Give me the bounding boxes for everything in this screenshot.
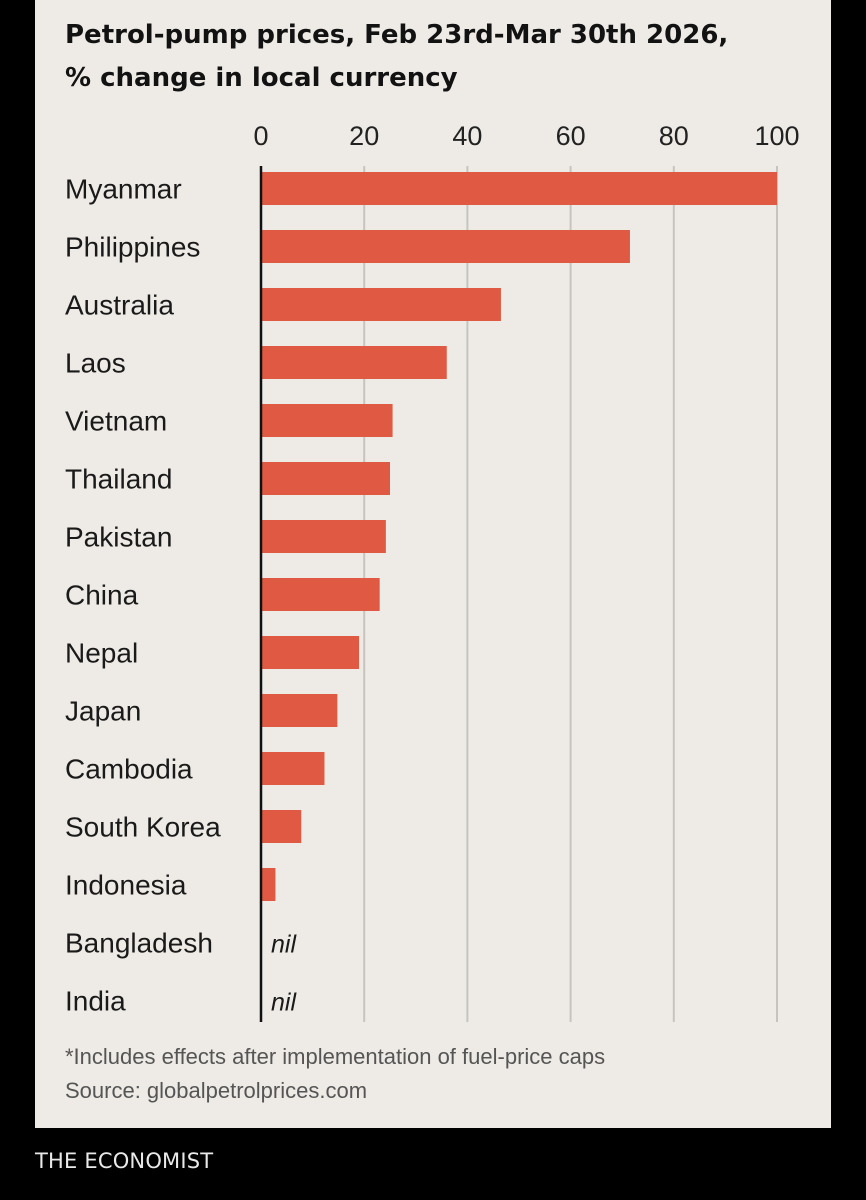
category-label-laos: Laos (65, 348, 126, 379)
bar-indonesia (261, 868, 276, 901)
bar-vietnam (261, 404, 393, 437)
bar-pakistan (261, 520, 386, 553)
x-axis-tick-labels: 0 20 40 60 80 100 (253, 121, 799, 151)
category-label-japan: Japan (65, 696, 141, 727)
x-tick-label-80: 80 (659, 121, 689, 151)
x-tick-label-100: 100 (754, 121, 799, 151)
bar-australia (261, 288, 501, 321)
category-label-philippines: Philippines (65, 232, 200, 263)
footnotes: *Includes effects after implementation o… (65, 1040, 805, 1108)
bar-nepal (261, 636, 360, 669)
footnote-caps: *Includes effects after implementation o… (65, 1044, 606, 1069)
category-label-vietnam: Vietnam (65, 406, 167, 437)
category-label-australia: Australia (65, 290, 174, 321)
category-label-indonesia: Indonesia (65, 870, 187, 901)
bar-philippines (261, 230, 630, 263)
bar-china (261, 578, 380, 611)
bar-chart: 0 20 40 60 80 100 Myanmar Philippines Australia… (65, 121, 800, 1022)
category-label-thailand: Thailand (65, 464, 172, 495)
chart-title-line-1: Petrol-pump prices, Feb 23rd-Mar 30th 20… (65, 20, 729, 50)
category-label-nepal: Nepal (65, 638, 138, 669)
x-tick-label-20: 20 (349, 121, 379, 151)
category-label-pakistan: Pakistan (65, 522, 172, 553)
chart-title: Petrol-pump prices, Feb 23rd-Mar 30th 20… (65, 14, 805, 100)
source-note: Source: globalpetrolprices.com (65, 1078, 368, 1103)
bar-myanmar (261, 172, 777, 205)
bars (261, 172, 777, 901)
bar-laos (261, 346, 447, 379)
category-label-south-korea: South Korea (65, 812, 221, 843)
category-label-india: India (65, 986, 126, 1017)
x-tick-label-0: 0 (253, 121, 268, 151)
chart-title-line-2: % change in local currency (65, 63, 458, 93)
category-labels: Myanmar Philippines Australia Laos Vietnam Th… (65, 174, 221, 1017)
bar-thailand (261, 462, 390, 495)
chart-card: Petrol-pump prices, Feb 23rd-Mar 30th 20… (35, 0, 831, 1128)
bar-cambodia (261, 752, 325, 785)
bar-south-korea (261, 810, 302, 843)
bar-japan (261, 694, 338, 727)
value-label-bangladesh: nil (271, 931, 297, 959)
x-tick-label-60: 60 (556, 121, 586, 151)
category-label-bangladesh: Bangladesh (65, 928, 213, 959)
category-label-myanmar: Myanmar (65, 174, 182, 205)
value-labels: nil nil (271, 931, 297, 1017)
publisher-brand: THE ECONOMIST (35, 1149, 214, 1173)
category-label-cambodia: Cambodia (65, 754, 193, 785)
x-tick-label-40: 40 (452, 121, 482, 151)
value-label-india: nil (271, 989, 297, 1017)
category-label-china: China (65, 580, 139, 611)
